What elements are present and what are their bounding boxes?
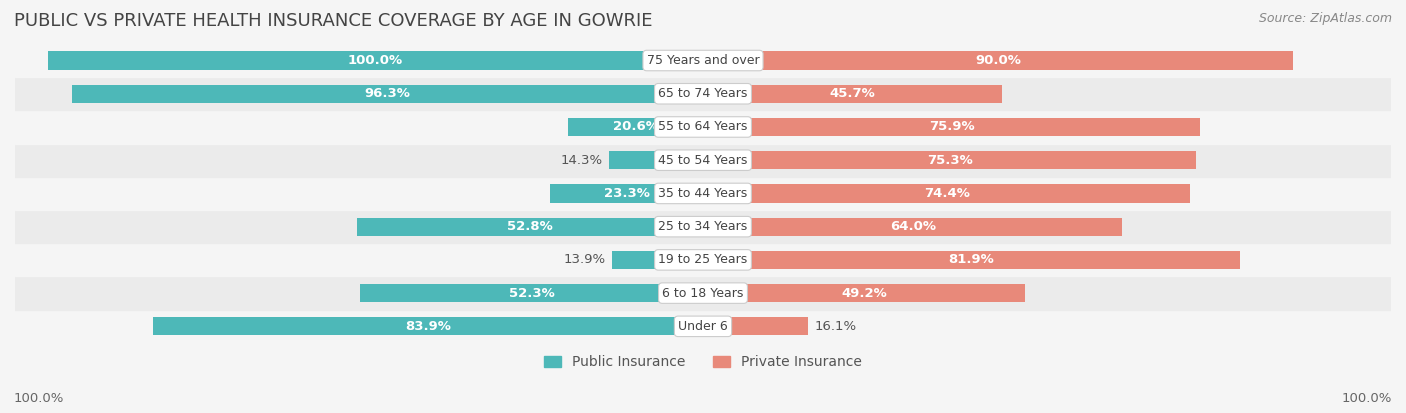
Text: 90.0%: 90.0% <box>974 54 1021 67</box>
Text: 23.3%: 23.3% <box>603 187 650 200</box>
Bar <box>550 184 703 202</box>
Bar <box>15 110 1391 144</box>
Bar <box>15 77 1391 110</box>
Bar <box>15 210 1391 243</box>
Text: 75 Years and over: 75 Years and over <box>647 54 759 67</box>
Text: 25 to 34 Years: 25 to 34 Years <box>658 220 748 233</box>
Text: 75.3%: 75.3% <box>927 154 973 167</box>
Text: 19 to 25 Years: 19 to 25 Years <box>658 254 748 266</box>
Text: 45 to 54 Years: 45 to 54 Years <box>658 154 748 167</box>
Bar <box>360 284 703 302</box>
Text: 13.9%: 13.9% <box>564 254 606 266</box>
Bar <box>15 243 1391 276</box>
Text: 16.1%: 16.1% <box>815 320 858 333</box>
Bar <box>15 177 1391 210</box>
Text: 6 to 18 Years: 6 to 18 Years <box>662 287 744 299</box>
Bar <box>15 276 1391 310</box>
Text: 100.0%: 100.0% <box>347 54 404 67</box>
Text: 83.9%: 83.9% <box>405 320 451 333</box>
Bar <box>703 184 1191 202</box>
Text: PUBLIC VS PRIVATE HEALTH INSURANCE COVERAGE BY AGE IN GOWRIE: PUBLIC VS PRIVATE HEALTH INSURANCE COVER… <box>14 12 652 31</box>
Text: 55 to 64 Years: 55 to 64 Years <box>658 121 748 133</box>
Bar <box>609 151 703 169</box>
Text: 35 to 44 Years: 35 to 44 Years <box>658 187 748 200</box>
Text: 74.4%: 74.4% <box>924 187 970 200</box>
Text: 14.3%: 14.3% <box>561 154 603 167</box>
Bar <box>357 218 703 236</box>
Text: 20.6%: 20.6% <box>613 121 658 133</box>
Text: 96.3%: 96.3% <box>364 87 411 100</box>
Text: 100.0%: 100.0% <box>1341 392 1392 405</box>
Text: 45.7%: 45.7% <box>830 87 876 100</box>
Bar <box>48 51 703 70</box>
Legend: Public Insurance, Private Insurance: Public Insurance, Private Insurance <box>538 350 868 375</box>
Bar <box>612 251 703 269</box>
Bar <box>568 118 703 136</box>
Text: 64.0%: 64.0% <box>890 220 935 233</box>
Bar <box>703 218 1122 236</box>
Bar <box>15 144 1391 177</box>
Text: Source: ZipAtlas.com: Source: ZipAtlas.com <box>1258 12 1392 25</box>
Text: Under 6: Under 6 <box>678 320 728 333</box>
Text: 100.0%: 100.0% <box>14 392 65 405</box>
Bar <box>15 44 1391 77</box>
Text: 75.9%: 75.9% <box>929 121 974 133</box>
Bar <box>15 310 1391 343</box>
Bar <box>703 151 1197 169</box>
Bar <box>153 317 703 335</box>
Bar <box>703 85 1002 103</box>
Bar <box>703 317 808 335</box>
Bar <box>703 118 1201 136</box>
Bar <box>703 51 1292 70</box>
Text: 49.2%: 49.2% <box>841 287 887 299</box>
Text: 81.9%: 81.9% <box>949 254 994 266</box>
Text: 65 to 74 Years: 65 to 74 Years <box>658 87 748 100</box>
Bar <box>72 85 703 103</box>
Text: 52.3%: 52.3% <box>509 287 554 299</box>
Bar <box>703 251 1240 269</box>
Text: 52.8%: 52.8% <box>508 220 553 233</box>
Bar <box>703 284 1025 302</box>
